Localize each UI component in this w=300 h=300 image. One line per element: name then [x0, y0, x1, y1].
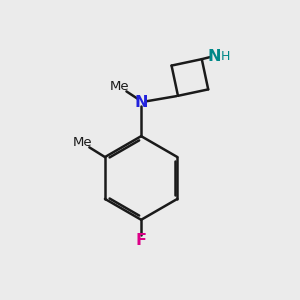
Text: H: H [221, 50, 230, 63]
Text: Me: Me [73, 136, 93, 149]
Text: N: N [134, 95, 148, 110]
Text: Me: Me [110, 80, 130, 93]
Text: F: F [136, 233, 147, 248]
Text: N: N [207, 49, 221, 64]
